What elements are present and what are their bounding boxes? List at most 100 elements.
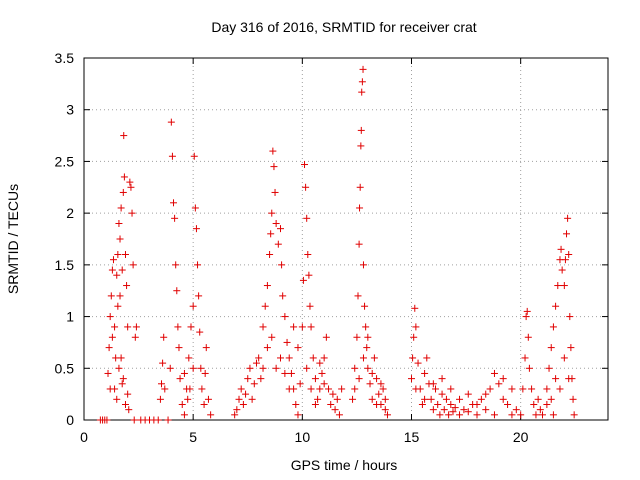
data-point xyxy=(207,411,215,419)
data-point xyxy=(521,354,529,362)
data-point xyxy=(412,385,420,393)
data-point xyxy=(570,411,578,419)
data-point xyxy=(427,395,435,403)
data-point xyxy=(268,209,276,217)
data-point xyxy=(242,390,250,398)
data-point xyxy=(120,132,128,140)
data-point xyxy=(116,292,124,300)
data-point xyxy=(473,400,481,408)
data-point xyxy=(175,344,183,352)
data-point xyxy=(270,163,278,171)
data-point xyxy=(322,333,330,341)
data-point xyxy=(200,400,208,408)
data-point xyxy=(440,406,448,414)
data-point xyxy=(411,304,419,312)
data-point xyxy=(271,188,279,196)
data-point xyxy=(263,344,271,352)
data-point xyxy=(108,333,116,341)
data-point xyxy=(178,400,186,408)
data-point xyxy=(421,369,429,377)
data-point xyxy=(167,118,175,126)
data-point xyxy=(464,408,472,416)
data-point xyxy=(434,400,442,408)
data-point xyxy=(338,385,346,393)
data-point xyxy=(281,369,289,377)
y-tick-label: 1.5 xyxy=(55,257,75,273)
data-point xyxy=(187,323,195,331)
data-point xyxy=(316,359,324,367)
data-point xyxy=(423,354,431,362)
data-point xyxy=(121,400,129,408)
data-point xyxy=(195,292,203,300)
data-point xyxy=(432,385,440,393)
data-point xyxy=(327,400,335,408)
data-point xyxy=(438,390,446,398)
data-point xyxy=(320,380,328,388)
data-point xyxy=(364,333,372,341)
data-point xyxy=(355,375,363,383)
data-point xyxy=(113,271,121,279)
data-point xyxy=(117,354,125,362)
data-point xyxy=(331,406,339,414)
data-point xyxy=(519,385,527,393)
data-point xyxy=(301,161,309,169)
data-point xyxy=(294,344,302,352)
data-point xyxy=(569,395,577,403)
data-point xyxy=(168,152,176,160)
data-point xyxy=(530,400,538,408)
data-point xyxy=(442,395,450,403)
data-point xyxy=(257,375,265,383)
data-point xyxy=(302,183,310,191)
data-point xyxy=(131,333,139,341)
data-point xyxy=(126,178,134,186)
data-point xyxy=(563,230,571,238)
data-point xyxy=(285,385,293,393)
data-point xyxy=(113,395,121,403)
data-point xyxy=(456,395,464,403)
data-point xyxy=(299,276,307,284)
data-point xyxy=(379,385,387,393)
data-point xyxy=(429,380,437,388)
data-point xyxy=(303,364,311,372)
data-point xyxy=(495,380,503,388)
data-point xyxy=(565,251,573,259)
data-point xyxy=(111,323,119,331)
data-point xyxy=(354,292,362,300)
data-point xyxy=(561,256,569,264)
data-point xyxy=(309,354,317,362)
data-point xyxy=(287,369,295,377)
x-tick-label: 10 xyxy=(295,429,311,445)
data-point xyxy=(189,364,197,372)
data-point xyxy=(364,364,372,372)
data-point xyxy=(499,375,507,383)
data-point xyxy=(451,404,459,412)
data-point xyxy=(359,261,367,269)
data-point xyxy=(266,251,274,259)
data-point xyxy=(383,411,391,419)
data-point xyxy=(185,354,193,362)
data-point xyxy=(174,323,182,331)
data-point xyxy=(119,188,127,196)
data-point xyxy=(377,380,385,388)
data-point xyxy=(119,375,127,383)
data-point xyxy=(353,333,361,341)
data-point xyxy=(274,240,282,248)
data-point xyxy=(356,183,364,191)
data-point xyxy=(164,416,172,424)
data-point xyxy=(356,204,364,212)
data-point xyxy=(296,380,304,388)
data-point xyxy=(567,344,575,352)
chart-title: Day 316 of 2016, SRMTID for receiver cra… xyxy=(211,19,476,35)
data-point xyxy=(285,354,293,362)
data-point xyxy=(508,385,516,393)
data-point xyxy=(201,369,209,377)
data-point xyxy=(292,400,300,408)
x-tick-label: 15 xyxy=(404,429,420,445)
data-point xyxy=(409,354,417,362)
data-point xyxy=(357,142,365,150)
data-point xyxy=(107,292,115,300)
data-point xyxy=(125,406,133,414)
data-point xyxy=(329,390,337,398)
data-point xyxy=(202,344,210,352)
data-point xyxy=(414,359,422,367)
